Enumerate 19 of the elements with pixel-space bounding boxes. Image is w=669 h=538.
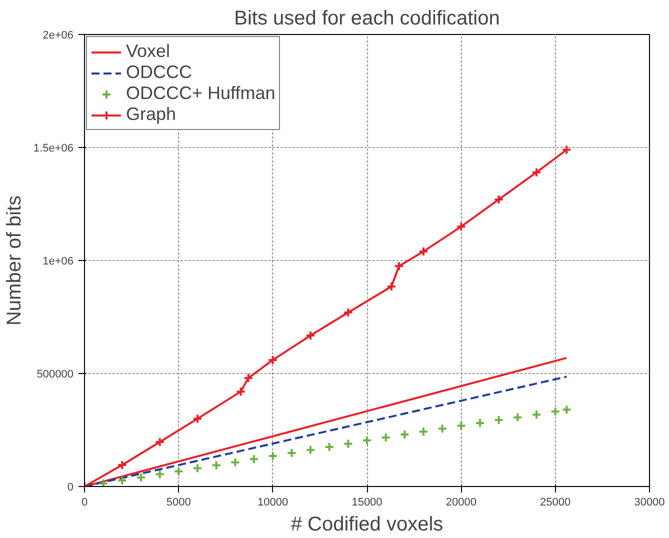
- x-tick-label: 30000: [634, 496, 665, 508]
- x-tick-label: 0: [81, 496, 88, 508]
- chart-title: Bits used for each codification: [234, 8, 500, 30]
- legend-label: Voxel: [126, 41, 170, 62]
- y-tick-label: 500000: [36, 368, 74, 380]
- x-tick-label: 20000: [446, 496, 476, 508]
- x-tick-label: 15000: [352, 496, 382, 508]
- y-tick-label: 1e+06: [42, 256, 74, 268]
- legend-label: ODCCC+ Huffman: [126, 83, 276, 104]
- x-tick-label: 25000: [540, 496, 571, 508]
- y-tick-label: 0: [67, 482, 74, 494]
- y-tick-label: 2e+06: [42, 30, 74, 42]
- y-axis-title: Number of bits: [3, 195, 26, 326]
- legend-label: Graph: [126, 104, 176, 125]
- y-tick-label: 1.5e+06: [33, 142, 74, 154]
- legend-label: ODCCC: [126, 62, 192, 83]
- x-tick-label: 5000: [166, 496, 191, 508]
- x-tick-label: 10000: [258, 496, 288, 508]
- x-axis-title: # Codified voxels: [290, 514, 444, 536]
